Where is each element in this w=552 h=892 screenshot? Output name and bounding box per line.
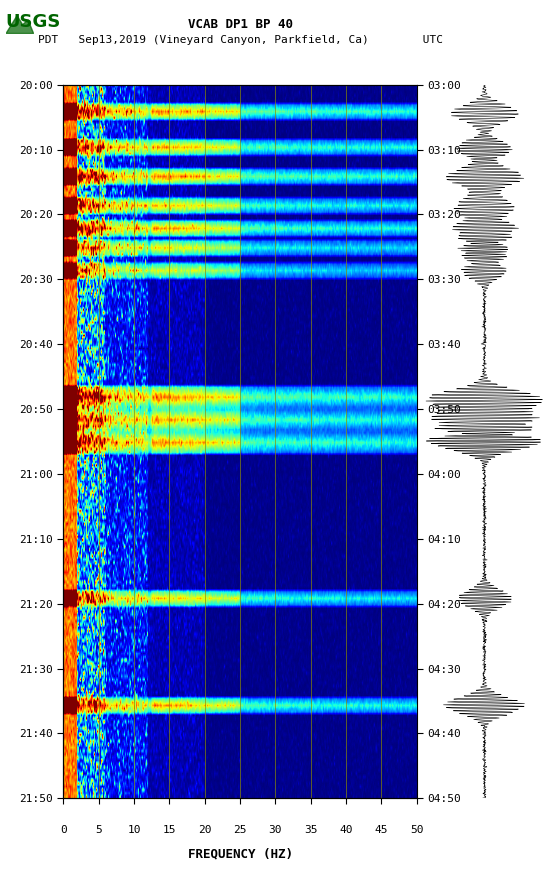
Text: VCAB DP1 BP 40: VCAB DP1 BP 40 [188, 18, 293, 31]
Text: 15: 15 [163, 825, 176, 835]
Text: 20: 20 [198, 825, 211, 835]
Text: 40: 40 [339, 825, 353, 835]
Text: USGS: USGS [6, 13, 61, 31]
Text: FREQUENCY (HZ): FREQUENCY (HZ) [188, 847, 293, 861]
Text: 5: 5 [95, 825, 102, 835]
Text: 45: 45 [375, 825, 388, 835]
Text: 50: 50 [410, 825, 423, 835]
Text: 35: 35 [304, 825, 317, 835]
Text: 0: 0 [60, 825, 67, 835]
Text: 25: 25 [233, 825, 247, 835]
Text: PDT   Sep13,2019 (Vineyard Canyon, Parkfield, Ca)        UTC: PDT Sep13,2019 (Vineyard Canyon, Parkfie… [38, 35, 443, 45]
Text: 30: 30 [269, 825, 282, 835]
Text: 10: 10 [128, 825, 141, 835]
